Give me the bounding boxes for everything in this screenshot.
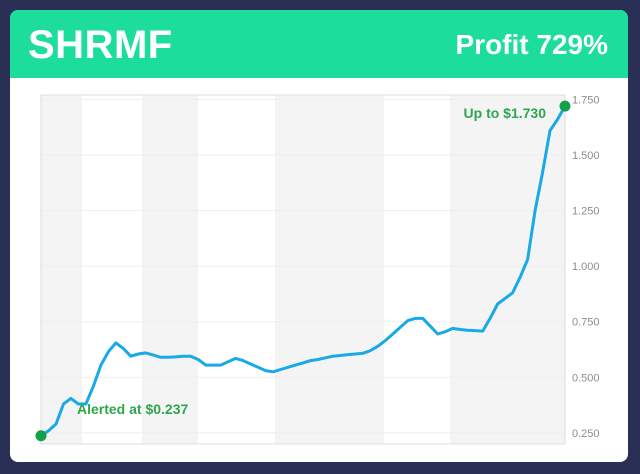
price-chart: 0.250 0.500 0.750 1.000 1.250 1.500 1.750 Aler… bbox=[35, 94, 600, 445]
peak-annotation: Up to $1.730 bbox=[464, 105, 547, 121]
background-band bbox=[142, 95, 198, 444]
ticker-symbol: SHRMF bbox=[28, 23, 173, 67]
y-tick-label: 0.750 bbox=[572, 317, 600, 329]
start-marker bbox=[35, 430, 47, 442]
y-tick-label: 1.500 bbox=[572, 150, 600, 162]
y-tick-label: 0.500 bbox=[572, 372, 600, 384]
price-line bbox=[39, 104, 567, 438]
background-band bbox=[275, 95, 384, 444]
end-marker bbox=[559, 100, 571, 112]
header-bar: SHRMF Profit 729% bbox=[10, 10, 628, 78]
profit-label: Profit 729% bbox=[455, 29, 609, 60]
plot-border bbox=[40, 94, 566, 445]
y-tick-label: 0.250 bbox=[572, 428, 600, 440]
alert-annotation: Alerted at $0.237 bbox=[77, 401, 188, 417]
y-tick-label: 1.750 bbox=[572, 94, 600, 106]
gridlines bbox=[41, 98, 565, 434]
background-bands bbox=[41, 95, 565, 444]
chart-card: SHRMF Profit 729% 0.250 0.500 0.750 1.000 1.… bbox=[10, 10, 628, 462]
y-axis: 0.250 0.500 0.750 1.000 1.250 1.500 1.750 bbox=[572, 94, 600, 439]
background-band bbox=[41, 95, 82, 444]
y-tick-label: 1.250 bbox=[572, 206, 600, 218]
y-tick-label: 1.000 bbox=[572, 261, 600, 273]
